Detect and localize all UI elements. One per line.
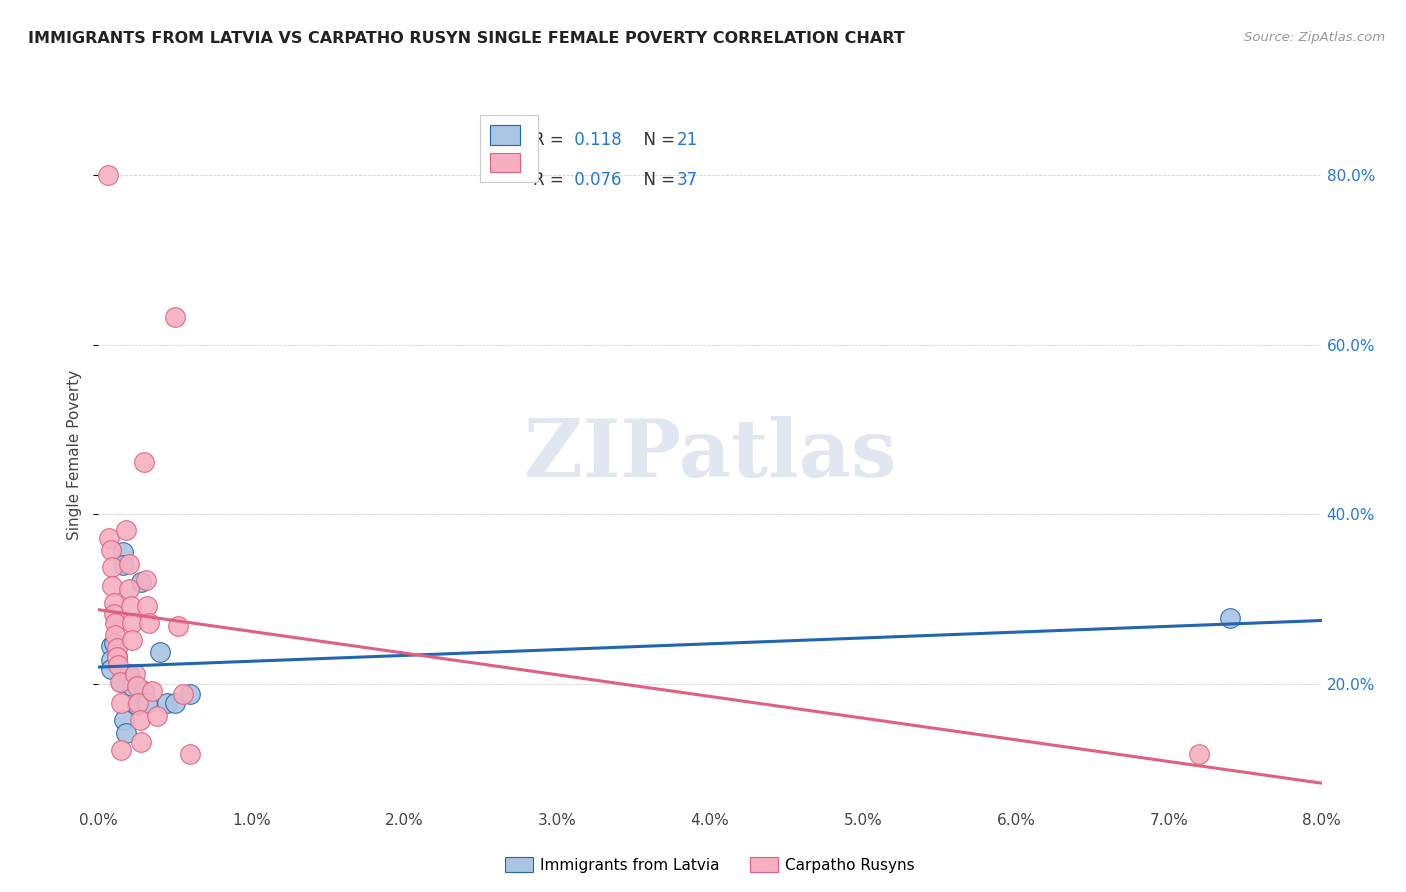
Text: R =: R =	[533, 131, 568, 149]
Point	[121, 679, 143, 693]
Text: IMMIGRANTS FROM LATVIA VS CARPATHO RUSYN SINGLE FEMALE POVERTY CORRELATION CHART: IMMIGRANTS FROM LATVIA VS CARPATHO RUSYN…	[28, 31, 905, 46]
Point	[135, 574, 157, 588]
Point	[110, 743, 132, 757]
Point	[104, 628, 127, 642]
Point	[134, 683, 156, 698]
Point	[136, 599, 159, 613]
Point	[97, 168, 120, 182]
Point	[112, 713, 135, 727]
Point	[128, 713, 150, 727]
Text: 0.118: 0.118	[569, 131, 621, 149]
Point	[149, 645, 172, 659]
Point	[108, 675, 131, 690]
Point	[101, 579, 124, 593]
Text: 0.076: 0.076	[569, 171, 621, 189]
Point	[104, 615, 127, 630]
Point	[121, 615, 143, 630]
Text: N =: N =	[633, 171, 681, 189]
Legend: Immigrants from Latvia, Carpatho Rusyns: Immigrants from Latvia, Carpatho Rusyns	[499, 850, 921, 879]
Point	[134, 455, 156, 469]
Y-axis label: Single Female Poverty: Single Female Poverty	[66, 370, 82, 540]
Point	[98, 531, 121, 545]
Point	[110, 696, 132, 710]
Point	[107, 658, 129, 673]
Point	[163, 696, 186, 710]
Point	[121, 632, 143, 647]
Point	[103, 607, 125, 622]
Text: R =: R =	[533, 171, 568, 189]
Point	[145, 709, 167, 723]
Point	[103, 636, 125, 650]
Text: ZIPatlas: ZIPatlas	[524, 416, 896, 494]
Point	[103, 596, 125, 610]
Point	[118, 582, 141, 596]
Point	[100, 662, 122, 676]
Point	[136, 696, 159, 710]
Point	[118, 557, 141, 571]
Point	[163, 310, 186, 325]
Point	[105, 649, 128, 664]
Point	[115, 726, 138, 740]
Point	[141, 683, 163, 698]
Point	[179, 747, 201, 761]
Point	[100, 653, 122, 667]
Text: Source: ZipAtlas.com: Source: ZipAtlas.com	[1244, 31, 1385, 45]
Text: 37: 37	[678, 171, 699, 189]
Point	[110, 675, 132, 690]
Point	[138, 615, 160, 630]
Point	[100, 543, 122, 558]
Point	[125, 679, 148, 693]
Point	[156, 696, 179, 710]
Point	[125, 698, 148, 713]
Point	[101, 560, 124, 574]
Point	[1188, 747, 1211, 761]
Point	[1219, 611, 1241, 625]
Point	[111, 545, 134, 559]
Point	[105, 649, 128, 664]
Point	[127, 696, 149, 710]
Point	[172, 687, 194, 701]
Point	[129, 575, 152, 590]
Point	[167, 619, 190, 633]
Point	[111, 558, 134, 573]
Text: N =: N =	[633, 131, 681, 149]
Point	[179, 687, 201, 701]
Point	[118, 666, 141, 681]
Point	[129, 735, 152, 749]
Point	[100, 639, 122, 653]
Text: 21: 21	[678, 131, 699, 149]
Point	[120, 599, 142, 613]
Point	[124, 666, 146, 681]
Point	[115, 523, 138, 537]
Point	[105, 641, 128, 656]
